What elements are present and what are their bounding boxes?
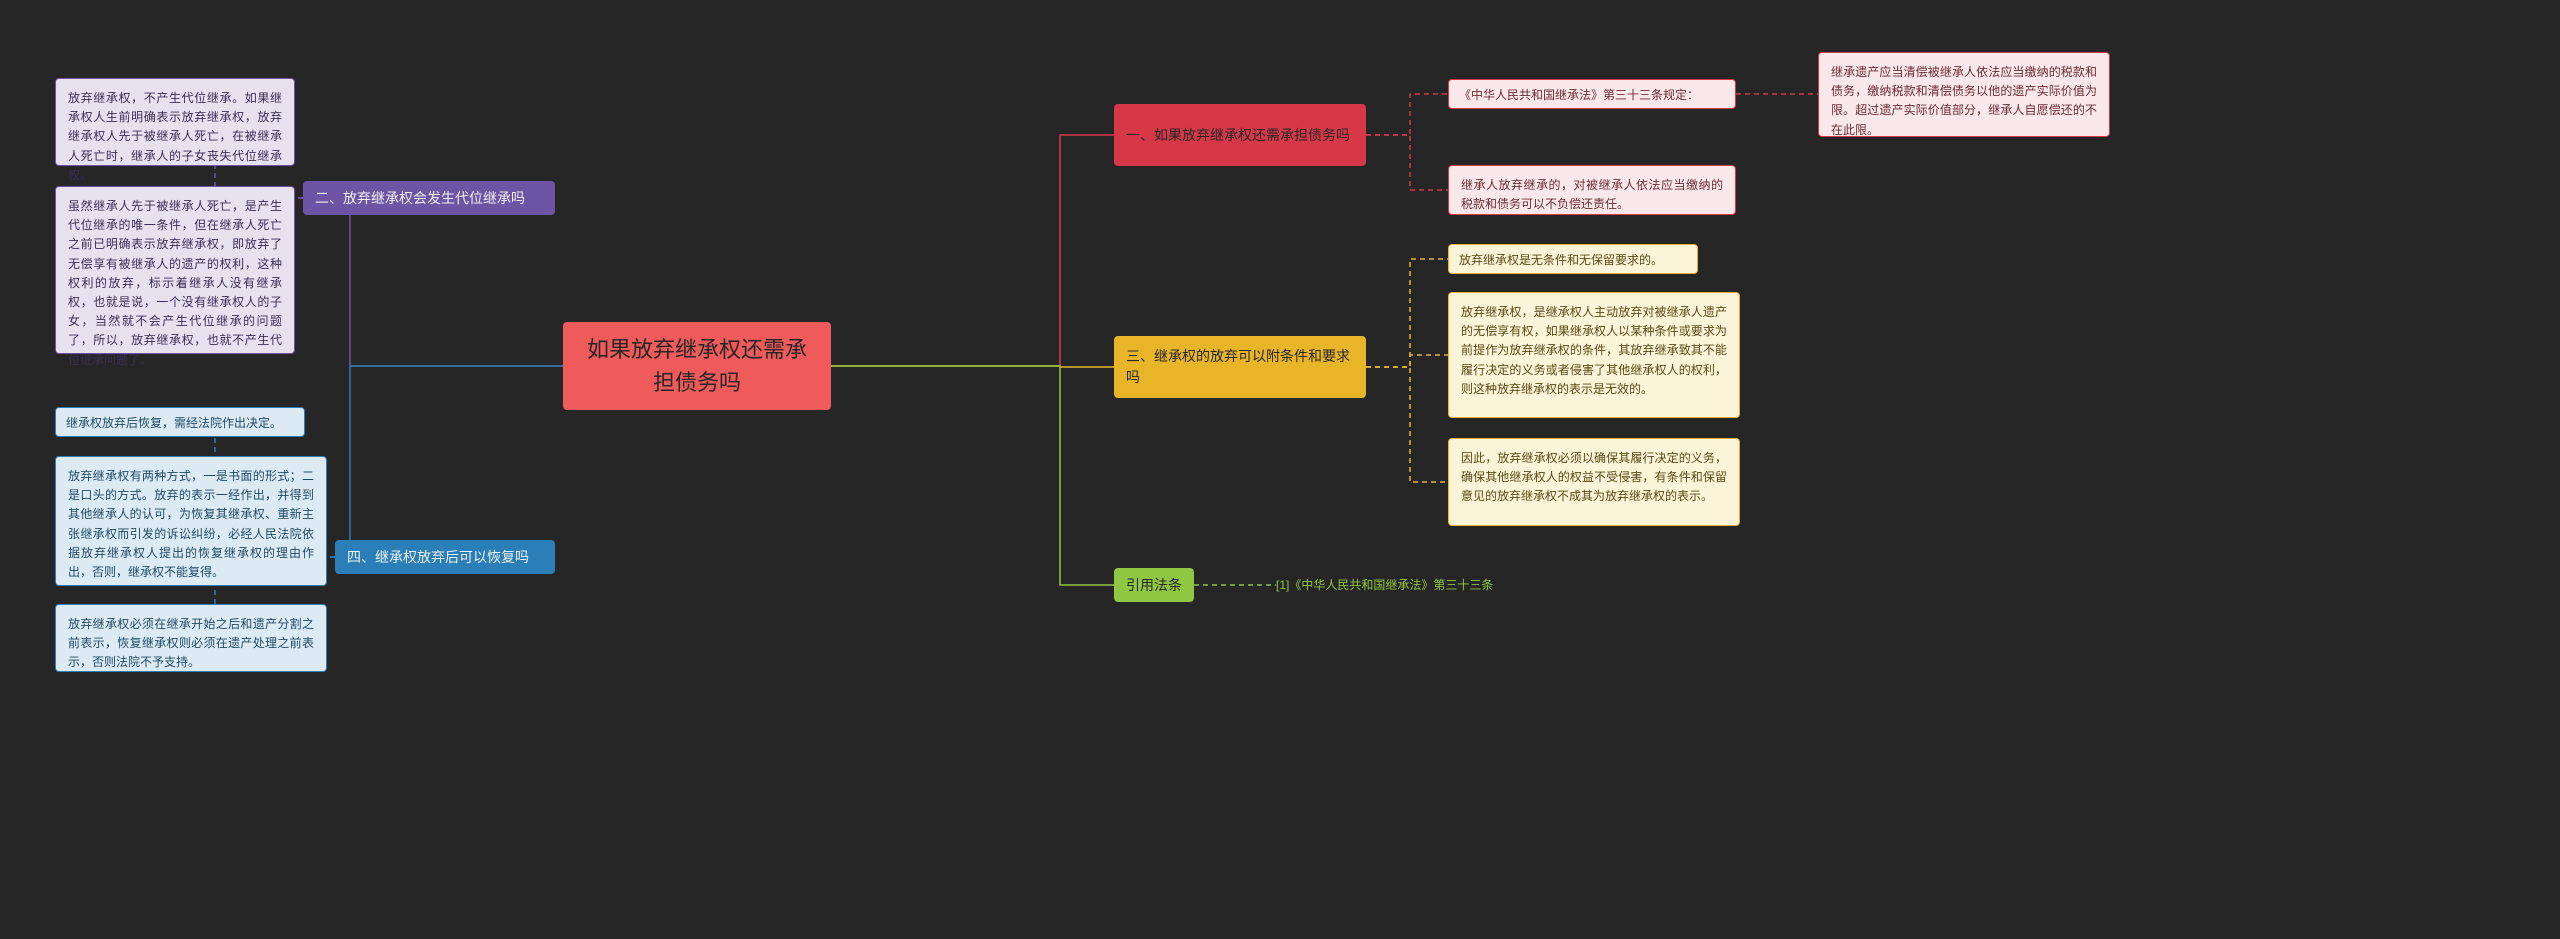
branch-1-leaf-1-text: 继承人放弃继承的，对被继承人依法应当缴纳的税款和债务可以不负偿还责任。 <box>1461 178 1723 211</box>
branch-2-label: 二、放弃继承权会发生代位继承吗 <box>315 188 525 209</box>
branch-2[interactable]: 二、放弃继承权会发生代位继承吗 <box>303 181 555 215</box>
branch-2-leaf-0[interactable]: 放弃继承权，不产生代位继承。如果继承权人生前明确表示放弃继承权，放弃继承权人先于… <box>55 78 295 166</box>
branch-4[interactable]: 四、继承权放弃后可以恢复吗 <box>335 540 555 574</box>
branch-4-leaf-2[interactable]: 放弃继承权必须在继承开始之后和遗产分割之前表示，恢复继承权则必须在遗产处理之前表… <box>55 604 327 672</box>
branch-2-leaf-1[interactable]: 虽然继承人先于被继承人死亡，是产生代位继承的唯一条件，但在继承人死亡之前已明确表… <box>55 186 295 354</box>
branch-1-leaf-0-child[interactable]: 继承遗产应当清偿被继承人依法应当缴纳的税款和债务，缴纳税款和清偿债务以他的遗产实… <box>1818 52 2110 137</box>
branch-2-leaf-1-text: 虽然继承人先于被继承人死亡，是产生代位继承的唯一条件，但在继承人死亡之前已明确表… <box>68 199 282 367</box>
branch-cite-label: 引用法条 <box>1126 575 1182 596</box>
branch-4-leaf-1[interactable]: 放弃继承权有两种方式，一是书面的形式；二是口头的方式。放弃的表示一经作出，并得到… <box>55 456 327 586</box>
cite-ref: [1]《中华人民共和国继承法》第三十三条 <box>1276 576 1556 596</box>
branch-3[interactable]: 三、继承权的放弃可以附条件和要求吗 <box>1114 336 1366 398</box>
root-node[interactable]: 如果放弃继承权还需承担债务吗 <box>563 322 831 410</box>
branch-1-label: 一、如果放弃继承权还需承担债务吗 <box>1126 125 1350 146</box>
branch-1-leaf-0-text: 《中华人民共和国继承法》第三十三条规定： <box>1459 88 1699 102</box>
root-label: 如果放弃继承权还需承担债务吗 <box>583 333 811 399</box>
branch-1-leaf-0[interactable]: 《中华人民共和国继承法》第三十三条规定： <box>1448 79 1736 109</box>
branch-1[interactable]: 一、如果放弃继承权还需承担债务吗 <box>1114 104 1366 166</box>
branch-3-label: 三、继承权的放弃可以附条件和要求吗 <box>1126 346 1354 388</box>
branch-4-leaf-2-text: 放弃继承权必须在继承开始之后和遗产分割之前表示，恢复继承权则必须在遗产处理之前表… <box>68 617 314 669</box>
branch-4-leaf-1-text: 放弃继承权有两种方式，一是书面的形式；二是口头的方式。放弃的表示一经作出，并得到… <box>68 469 314 579</box>
branch-3-leaf-2-text: 因此，放弃继承权必须以确保其履行决定的义务，确保其他继承权人的权益不受侵害，有条… <box>1461 451 1727 503</box>
branch-3-leaf-0-text: 放弃继承权是无条件和无保留要求的。 <box>1459 253 1663 267</box>
branch-1-leaf-0-child-text: 继承遗产应当清偿被继承人依法应当缴纳的税款和债务，缴纳税款和清偿债务以他的遗产实… <box>1831 65 2097 137</box>
branch-3-leaf-2[interactable]: 因此，放弃继承权必须以确保其履行决定的义务，确保其他继承权人的权益不受侵害，有条… <box>1448 438 1740 526</box>
branch-3-leaf-1-text: 放弃继承权，是继承权人主动放弃对被继承人遗产的无偿享有权，如果继承权人以某种条件… <box>1461 305 1727 396</box>
cite-ref-text: [1]《中华人民共和国继承法》第三十三条 <box>1276 578 1493 592</box>
branch-1-leaf-1[interactable]: 继承人放弃继承的，对被继承人依法应当缴纳的税款和债务可以不负偿还责任。 <box>1448 165 1736 215</box>
branch-3-leaf-1[interactable]: 放弃继承权，是继承权人主动放弃对被继承人遗产的无偿享有权，如果继承权人以某种条件… <box>1448 292 1740 418</box>
branch-4-label: 四、继承权放弃后可以恢复吗 <box>347 547 529 568</box>
branch-4-leaf-0[interactable]: 继承权放弃后恢复，需经法院作出决定。 <box>55 407 305 437</box>
branch-2-leaf-0-text: 放弃继承权，不产生代位继承。如果继承权人生前明确表示放弃继承权，放弃继承权人先于… <box>68 91 282 182</box>
branch-4-leaf-0-text: 继承权放弃后恢复，需经法院作出决定。 <box>66 416 282 430</box>
branch-cite[interactable]: 引用法条 <box>1114 568 1194 602</box>
branch-3-leaf-0[interactable]: 放弃继承权是无条件和无保留要求的。 <box>1448 244 1698 274</box>
